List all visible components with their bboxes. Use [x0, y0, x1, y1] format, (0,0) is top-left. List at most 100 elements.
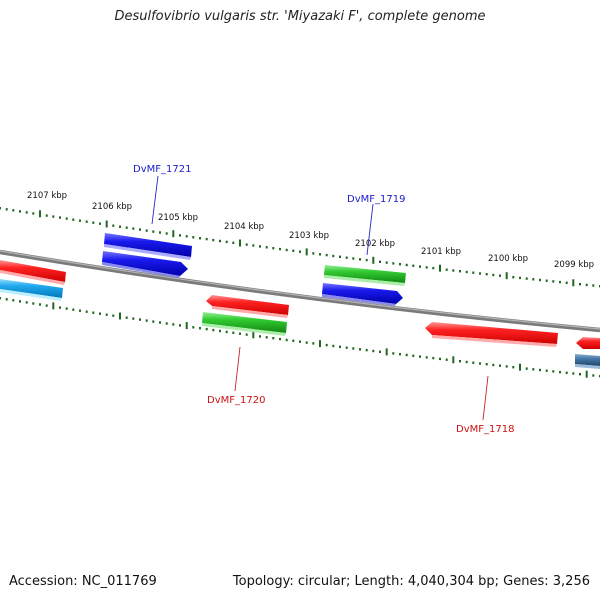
- gene-dvmf-1718[interactable]: [425, 322, 558, 347]
- minor-tick: [325, 343, 328, 347]
- minor-tick: [525, 367, 528, 370]
- minor-tick: [259, 245, 261, 248]
- minor-tick: [419, 355, 421, 358]
- gene-label-dvmf-1720[interactable]: DvMF_1720: [207, 395, 265, 406]
- lower-scale-track: [0, 297, 600, 378]
- upper-scale-track: [0, 207, 600, 288]
- minor-tick: [532, 368, 535, 371]
- minor-tick: [5, 208, 8, 211]
- major-tick: [519, 363, 521, 371]
- minor-tick: [79, 219, 81, 222]
- minor-tick: [292, 249, 295, 252]
- gene-steel-right[interactable]: [575, 354, 600, 369]
- minor-tick: [292, 339, 295, 342]
- minor-tick: [299, 340, 301, 343]
- minor-tick: [339, 255, 341, 258]
- minor-tick: [299, 250, 301, 253]
- minor-tick: [65, 307, 68, 310]
- major-tick: [319, 340, 321, 348]
- gene-red-left-upper[interactable]: [0, 260, 66, 285]
- minor-tick: [539, 278, 541, 282]
- gene-red-right[interactable]: [576, 337, 600, 349]
- minor-tick: [512, 276, 515, 279]
- minor-tick: [365, 258, 368, 262]
- gene-dvmf-1720-red[interactable]: [206, 295, 289, 318]
- minor-tick: [12, 299, 15, 302]
- minor-tick: [372, 349, 375, 353]
- genome-title: Desulfovibrio vulgaris str. 'Miyazaki F'…: [114, 9, 486, 24]
- kbp-label-2100: 2100 kbp: [488, 254, 528, 264]
- gene-label-dvmf-1718[interactable]: DvMF_1718: [456, 424, 514, 435]
- minor-tick: [39, 303, 41, 306]
- minor-tick: [499, 364, 501, 367]
- minor-tick: [572, 372, 575, 375]
- minor-tick: [399, 263, 401, 266]
- minor-tick: [565, 281, 568, 284]
- minor-tick: [25, 211, 28, 214]
- gene-label-dvmf-1719[interactable]: DvMF_1719: [347, 194, 405, 205]
- minor-tick: [32, 302, 35, 305]
- gene-cyan-left[interactable]: [0, 279, 63, 301]
- minor-tick: [505, 365, 508, 368]
- gene-dvmf-1719-upper[interactable]: [324, 265, 406, 286]
- minor-tick: [472, 361, 475, 364]
- kbp-scale-labels: 2107 kbp 2106 kbp 2105 kbp 2104 kbp 2103…: [27, 191, 594, 270]
- minor-tick: [552, 370, 555, 373]
- minor-tick: [519, 276, 521, 280]
- minor-tick: [59, 216, 61, 219]
- minor-tick: [579, 283, 581, 286]
- minor-tick: [412, 354, 415, 357]
- minor-tick: [79, 309, 81, 312]
- gene-dvmf-1720-green[interactable]: [202, 312, 287, 336]
- minor-tick: [272, 337, 275, 340]
- kbp-label-2105: 2105 kbp: [158, 213, 198, 223]
- minor-tick: [552, 280, 555, 283]
- minor-tick: [459, 270, 461, 273]
- minor-tick: [592, 284, 595, 287]
- minor-tick: [219, 329, 221, 333]
- minor-tick: [199, 327, 201, 330]
- minor-tick: [192, 326, 195, 329]
- minor-tick: [105, 313, 108, 316]
- minor-tick: [25, 301, 28, 304]
- minor-tick: [199, 237, 201, 240]
- kbp-label-2106: 2106 kbp: [92, 202, 132, 212]
- minor-tick: [525, 277, 528, 280]
- minor-tick: [279, 247, 281, 251]
- minor-tick: [425, 266, 428, 269]
- minor-tick: [165, 232, 168, 235]
- minor-tick: [19, 300, 21, 303]
- minor-tick: [252, 244, 255, 247]
- minor-tick: [12, 209, 15, 212]
- minor-tick: [145, 319, 148, 322]
- gene-dvmf-1721-upper[interactable]: [104, 233, 192, 260]
- minor-tick: [225, 240, 228, 244]
- minor-tick: [59, 306, 61, 309]
- gene-dvmf-1721-lower[interactable]: [102, 251, 188, 278]
- minor-tick: [65, 217, 68, 220]
- minor-tick: [359, 258, 361, 261]
- minor-tick: [545, 369, 548, 372]
- minor-tick: [332, 344, 335, 348]
- kbp-label-2099: 2099 kbp: [554, 260, 594, 270]
- minor-tick: [272, 247, 275, 250]
- minor-tick: [125, 226, 128, 229]
- minor-tick: [279, 337, 281, 341]
- minor-tick: [212, 328, 215, 332]
- gene-dvmf-1719-lower[interactable]: [322, 283, 403, 306]
- minor-tick: [352, 257, 355, 260]
- leader-line-1719: [366, 203, 374, 256]
- major-tick: [385, 348, 388, 356]
- minor-tick: [232, 331, 235, 334]
- minor-tick: [72, 308, 75, 311]
- minor-tick: [559, 370, 561, 374]
- minor-tick: [52, 215, 55, 218]
- gene-label-dvmf-1721[interactable]: DvMF_1721: [133, 164, 191, 175]
- major-tick: [372, 256, 375, 264]
- minor-tick: [179, 324, 181, 327]
- kbp-label-2104: 2104 kbp: [224, 222, 264, 232]
- major-tick: [119, 312, 121, 320]
- minor-tick: [152, 320, 155, 323]
- minor-tick: [399, 353, 401, 356]
